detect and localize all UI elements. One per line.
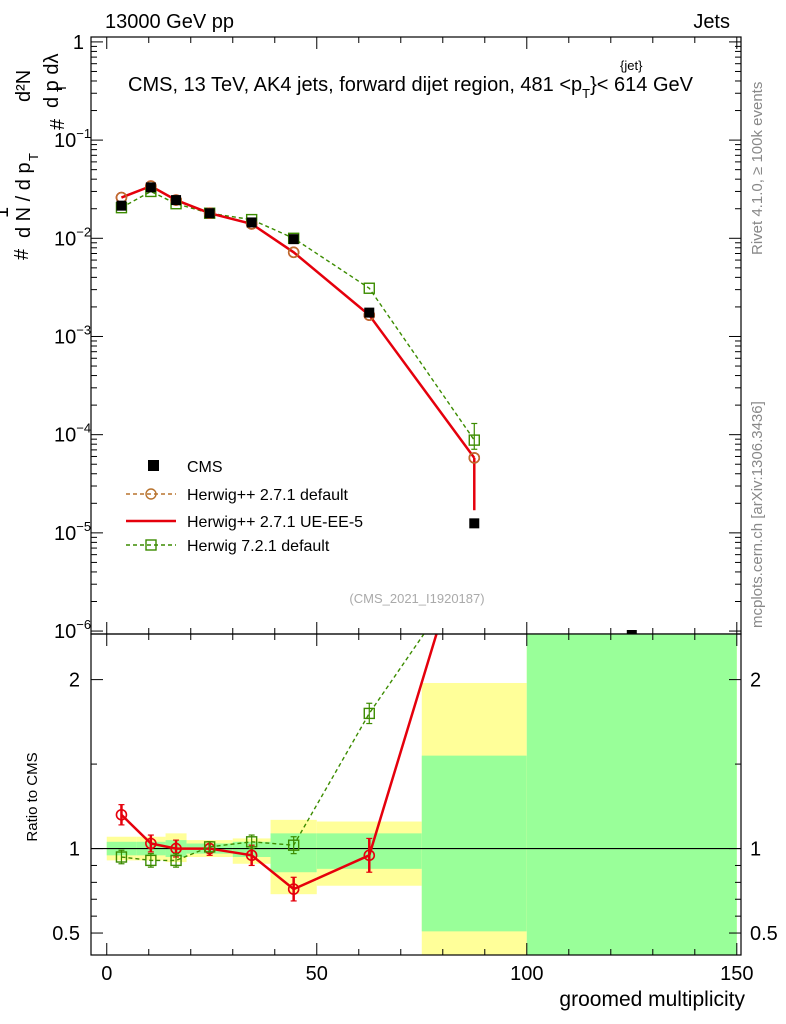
data-point-herwig7 xyxy=(363,282,375,294)
data-point-cms xyxy=(246,217,257,228)
ratio-y-tick-label-right: 1 xyxy=(750,839,761,861)
x-tick-label: 100 xyxy=(510,963,543,985)
data-point-cms xyxy=(204,208,215,219)
x-tick-label: 50 xyxy=(306,963,328,985)
data-point-herwigpp-default xyxy=(287,246,300,258)
data-point-herwig7 xyxy=(468,434,480,446)
rivet-label: Rivet 4.1.0, ≥ 100k events xyxy=(749,82,766,255)
main-y-axis-label: # d N / d p T 1 # d²N d p dλ T xyxy=(0,54,69,260)
x-tick-label: 0 xyxy=(101,963,112,985)
ylabel-dN: d N / d p xyxy=(13,162,35,238)
y-tick-label: 10−1 xyxy=(54,126,91,152)
ratio-point-herwig-2-7-1-ue-ee-5 xyxy=(363,849,376,862)
ratio-y-tick-label: 1 xyxy=(69,839,80,861)
data-point-cms xyxy=(171,195,182,206)
ylabel-T-sub: T xyxy=(26,153,41,161)
y-tick-label: 1 xyxy=(73,32,84,54)
ratio-point-herwig-2-7-1-ue-ee-5 xyxy=(115,808,128,821)
y-tick-label: 10−5 xyxy=(54,519,91,545)
ratio-point-herwig-7-2-1-default xyxy=(245,836,258,848)
legend-marker-cms xyxy=(148,460,159,471)
ratio-y-tick-label: 0.5 xyxy=(52,923,80,945)
legend-label-herwig7: Herwig 7.2.1 default xyxy=(187,538,330,555)
y-tick-label: 10−3 xyxy=(54,322,91,348)
ratio-point-herwig-7-2-1-default xyxy=(287,839,300,851)
legend-label-herwigpp-ueee5: Herwig++ 2.7.1 UE-EE-5 xyxy=(187,514,363,531)
ratio-plot-frame xyxy=(90,633,742,956)
ratio-point-herwig-7-2-1-default xyxy=(203,841,216,853)
header-energy: 13000 GeV pp xyxy=(105,11,234,33)
data-point-cms xyxy=(116,200,127,211)
ylabel-T-sub2: T xyxy=(54,84,69,92)
ylabel-hash1: # xyxy=(11,248,33,260)
main-plot: 1 10−1 10−2 10−3 10−4 10−5 10−6 xyxy=(54,32,742,643)
series-line-herwigpp-ueee5 xyxy=(120,184,476,459)
ratio-point-herwig-7-2-1-default xyxy=(363,707,375,720)
ylabel-hash2: # xyxy=(47,118,69,130)
data-point-cms xyxy=(288,234,299,245)
ratio-y-tick-label: 2 xyxy=(69,670,80,692)
series-line-herwig7 xyxy=(121,190,475,441)
ylabel-d2N: d²N xyxy=(13,70,35,102)
ylabel-dpT-dlambda: d p dλ xyxy=(41,54,63,108)
ratio-point-herwig-2-7-1-ue-ee-5 xyxy=(245,849,258,862)
uncertainty-band-green xyxy=(421,755,527,932)
x-axis-label: groomed multiplicity xyxy=(559,988,745,1011)
x-tick-label: 150 xyxy=(720,963,753,985)
mcplots-label: mcplots.cern.ch [arXiv:1306.3436] xyxy=(749,401,766,628)
analysis-id: (CMS_2021_I1920187) xyxy=(349,591,484,606)
ratio-y-tick-label-right: 0.5 xyxy=(750,923,778,945)
legend-marker-herwigpp-default xyxy=(145,488,157,500)
legend: CMS Herwig++ 2.7.1 default Herwig++ 2.7.… xyxy=(126,459,363,555)
y-tick-label: 10−2 xyxy=(54,224,91,250)
ratio-y-tick-label-right: 2 xyxy=(750,670,761,692)
data-point-cms xyxy=(145,182,156,193)
chart-title: CMS, 13 TeV, AK4 jets, forward dijet reg… xyxy=(128,74,694,101)
legend-label-herwigpp-default: Herwig++ 2.7.1 default xyxy=(187,487,349,504)
ylabel-one: 1 xyxy=(0,207,13,218)
ratio-plot: 0 50 100 150 0.5 0.5 1 1 2 2 xyxy=(52,633,778,985)
data-point-cms xyxy=(364,307,375,318)
ratio-point-herwig-7-2-1-default xyxy=(115,851,128,863)
ratio-series-line-herwig-7-2-1-default xyxy=(121,633,425,862)
legend-marker-herwig7 xyxy=(145,539,157,551)
data-point-herwigpp-default xyxy=(468,452,480,464)
y-tick-label: 10−6 xyxy=(54,617,91,643)
legend-label-cms: CMS xyxy=(187,459,223,476)
uncertainty-band-green xyxy=(526,634,737,955)
ratio-point-herwig-2-7-1-ue-ee-5 xyxy=(287,883,300,895)
series-line-herwigpp-default xyxy=(121,185,475,459)
y-tick-label: 10−4 xyxy=(54,421,91,447)
ratio-point-herwig-7-2-1-default xyxy=(170,854,182,867)
ratio-point-herwig-2-7-1-ue-ee-5 xyxy=(145,837,157,850)
ratio-point-herwig-7-2-1-default xyxy=(145,854,157,867)
ratio-y-axis-label: Ratio to CMS xyxy=(24,752,41,841)
data-point-cms xyxy=(626,630,637,634)
header-process: Jets xyxy=(693,11,730,33)
data-point-cms xyxy=(469,518,480,529)
title-superscript: {jet} xyxy=(620,58,643,73)
